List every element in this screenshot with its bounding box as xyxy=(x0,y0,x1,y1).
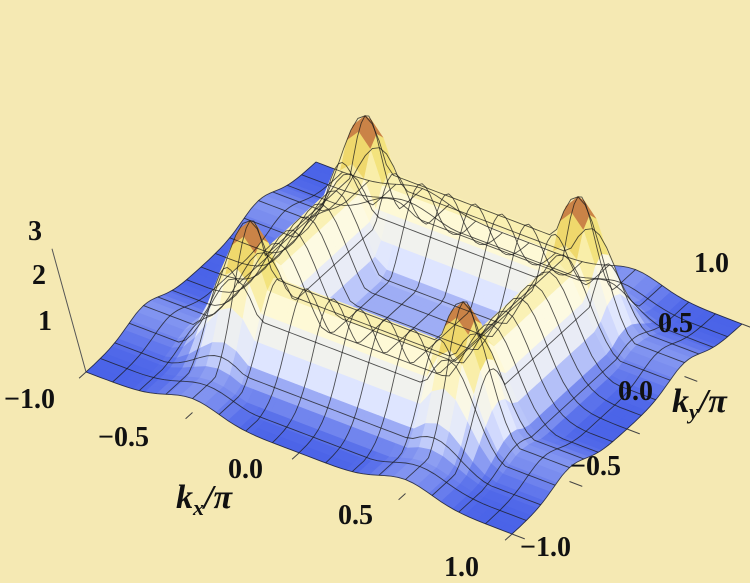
x-tick-neg1: −1.0 xyxy=(4,384,55,415)
x-tick-mark-1 xyxy=(185,412,193,420)
x-tick-mark-3 xyxy=(398,493,406,501)
x-axis-label: kx/π xyxy=(176,479,233,520)
y-tick-mark-0 xyxy=(511,533,525,540)
z-tick-1: 1 xyxy=(38,306,52,337)
surface-layer xyxy=(85,114,743,535)
y-axis-label: ky/π xyxy=(672,383,728,424)
mesh-line-kx-13 xyxy=(431,263,663,496)
surface-mesh xyxy=(85,115,743,535)
mesh-line-ky-16 xyxy=(315,161,743,325)
mesh-line-ky-11 xyxy=(243,173,671,381)
mesh-line-kx-16 xyxy=(511,323,743,535)
mesh-line-kx-14 xyxy=(458,301,690,513)
y-tick-1: 1.0 xyxy=(694,248,729,279)
y-tick-05: 0.5 xyxy=(658,308,693,339)
y-tick-mark-3 xyxy=(684,376,698,382)
mesh-line-kx-10 xyxy=(351,223,583,472)
mesh-line-ky-13 xyxy=(272,147,700,355)
y-tick-mark-1 xyxy=(569,481,583,487)
x-tick-mark-0 xyxy=(78,371,87,379)
mesh-line-kx-15 xyxy=(485,313,716,525)
x-tick-05: 0.5 xyxy=(338,500,373,531)
mesh-line-kx-12 xyxy=(405,196,636,480)
y-tick-mark-2 xyxy=(626,428,640,435)
mesh-line-ky-14 xyxy=(287,184,714,348)
mesh-line-ky-9 xyxy=(215,203,642,416)
mesh-line-kx-11 xyxy=(378,233,610,476)
y-tick-0: 0.0 xyxy=(618,376,653,407)
z-tick-3: 3 xyxy=(28,216,42,247)
x-tick-0: 0.0 xyxy=(228,454,263,485)
y-tick-mark-4 xyxy=(741,323,750,328)
mesh-line-kx-9 xyxy=(325,213,556,464)
mesh-line-ky-8 xyxy=(200,216,628,430)
x-tick-mark-4 xyxy=(504,533,513,541)
labels-layer: 3 2 1 −1.0 −0.5 0.0 0.5 1.0 −1.0 −0.5 0.… xyxy=(4,216,729,583)
x-tick-1: 1.0 xyxy=(444,552,479,583)
mesh-line-ky-15 xyxy=(301,174,728,338)
x-tick-neg05: −0.5 xyxy=(98,422,149,453)
y-tick-neg1: −1.0 xyxy=(520,532,571,563)
mesh-line-ky-10 xyxy=(229,190,656,401)
mesh-line-ky-6 xyxy=(172,242,599,453)
y-tick-neg05: −0.5 xyxy=(570,451,621,482)
z-tick-2: 2 xyxy=(32,260,46,291)
z-axis-line xyxy=(51,248,87,373)
mesh-line-ky-12 xyxy=(258,115,685,364)
x-tick-mark-2 xyxy=(291,452,300,460)
axes-layer xyxy=(51,248,750,541)
